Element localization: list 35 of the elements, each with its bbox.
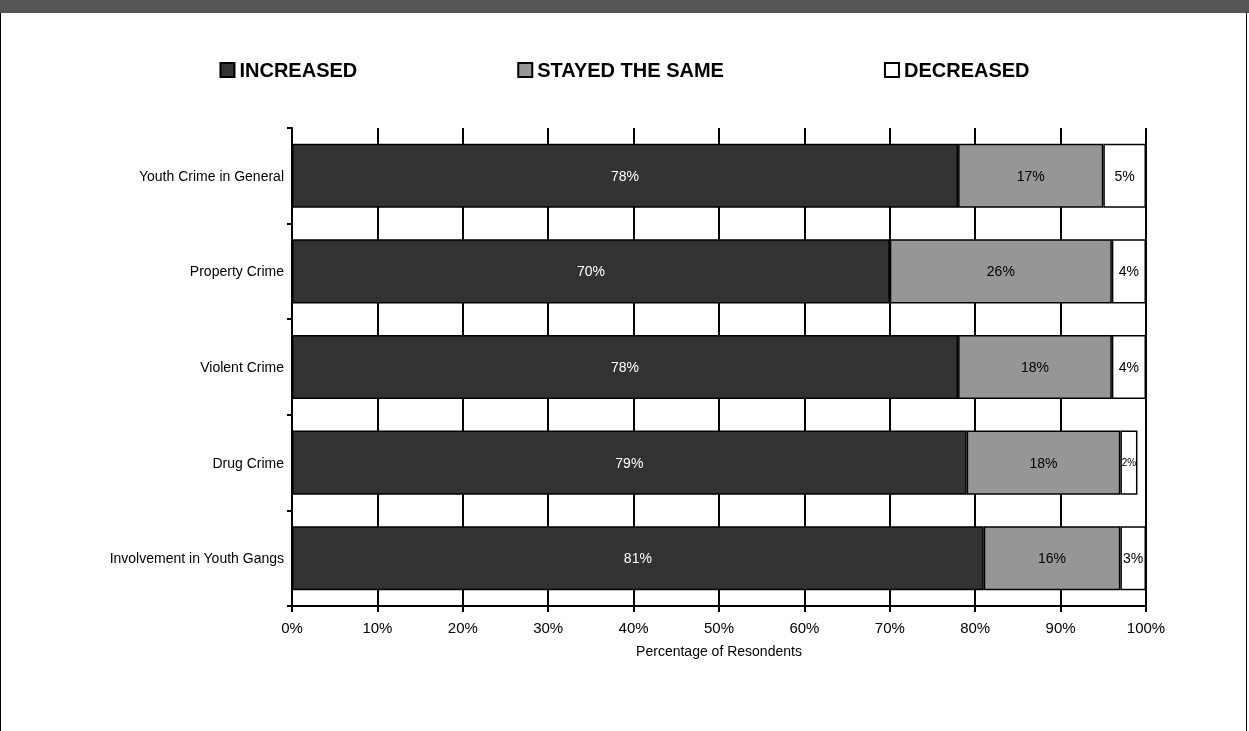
y-tick-label: Youth Crime in General: [138, 167, 284, 184]
x-tick-label: 60%: [789, 619, 820, 636]
data-label: 70%: [576, 263, 605, 280]
y-tick-label: Violent Crime: [200, 359, 285, 375]
x-tick-label: 10%: [362, 619, 393, 636]
x-tick-label: 50%: [703, 619, 735, 636]
data-label: 18%: [1029, 454, 1058, 471]
legend-label: INCREASED: [239, 59, 358, 81]
x-tick-label: 90%: [1045, 619, 1076, 636]
data-label: 2%: [1121, 457, 1137, 469]
legend-label: DECREASED: [903, 59, 1030, 81]
data-label: 78%: [611, 359, 640, 375]
x-tick-label: 30%: [533, 619, 564, 636]
data-label: 4%: [1118, 359, 1140, 375]
data-label: 78%: [611, 167, 640, 184]
data-label: 16%: [1038, 550, 1067, 567]
data-label: 81%: [623, 550, 652, 567]
data-label: 3%: [1123, 550, 1144, 567]
data-label: 5%: [1114, 167, 1135, 184]
y-tick-label: Drug Crime: [212, 454, 285, 471]
data-label: 4%: [1118, 263, 1140, 280]
legend-label: STAYED THE SAME: [537, 59, 724, 81]
data-label: 26%: [986, 263, 1015, 280]
x-tick-label: 70%: [874, 619, 905, 636]
y-tick-label: Property Crime: [189, 263, 285, 280]
x-tick-label: 100%: [1126, 619, 1166, 636]
y-tick-label: Involvement in Youth Gangs: [109, 550, 284, 567]
data-label: 17%: [1016, 167, 1045, 184]
x-axis-title: Percentage of Resondents: [636, 643, 802, 659]
data-label: 18%: [1020, 359, 1049, 375]
x-tick-label: 20%: [447, 619, 478, 636]
data-label: 79%: [615, 454, 644, 471]
x-tick-label: 80%: [960, 619, 991, 636]
x-tick-label: 40%: [618, 619, 649, 636]
x-tick-label: 0%: [281, 619, 303, 636]
